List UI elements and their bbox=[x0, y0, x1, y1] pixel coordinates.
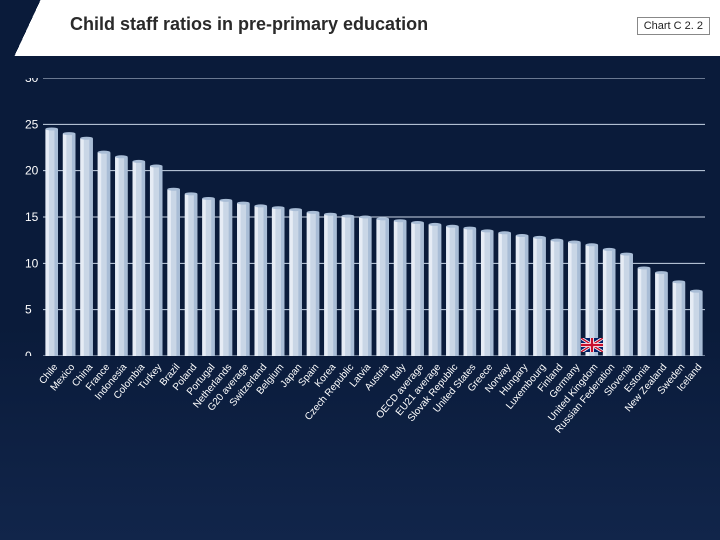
bar bbox=[481, 229, 494, 356]
bar bbox=[638, 266, 651, 356]
bar bbox=[394, 219, 407, 356]
bar bbox=[98, 151, 111, 356]
bar bbox=[516, 234, 529, 356]
bar bbox=[45, 127, 58, 356]
chart-number: Chart C 2. 2 bbox=[637, 17, 710, 35]
bar bbox=[498, 231, 511, 356]
uk-flag-icon bbox=[581, 338, 603, 352]
bar bbox=[411, 221, 424, 356]
uk-flag-marker bbox=[581, 338, 603, 352]
bar bbox=[620, 253, 633, 356]
header-diagonal bbox=[0, 0, 55, 56]
bar bbox=[446, 225, 459, 356]
bar bbox=[237, 202, 250, 356]
chart-number-box: Chart C 2. 2 bbox=[637, 20, 710, 32]
y-tick-label: 10 bbox=[25, 256, 39, 270]
bar bbox=[673, 280, 686, 356]
bar bbox=[63, 132, 76, 356]
y-tick-label: 30 bbox=[25, 78, 39, 85]
bar bbox=[254, 204, 267, 356]
bar bbox=[568, 241, 581, 356]
bar bbox=[376, 217, 389, 356]
bar bbox=[655, 271, 668, 356]
bar bbox=[202, 197, 215, 356]
y-tick-label: 25 bbox=[25, 117, 39, 131]
x-axis-labels: ChileMexicoChinaFranceIndonesiaColombiaT… bbox=[25, 358, 705, 518]
y-tick-label: 0 bbox=[25, 349, 32, 356]
bar bbox=[603, 248, 616, 356]
bar bbox=[359, 216, 372, 357]
bar bbox=[289, 208, 302, 356]
bar bbox=[342, 215, 355, 356]
bar bbox=[464, 227, 477, 356]
bar-chart: 0 5 10 15 20 25 30 bbox=[25, 78, 705, 356]
bar bbox=[551, 239, 564, 356]
header: Child staff ratios in pre-primary educat… bbox=[0, 0, 720, 56]
bars bbox=[45, 127, 702, 356]
bar bbox=[307, 211, 320, 356]
bar bbox=[150, 165, 163, 356]
bar bbox=[324, 213, 337, 356]
bar bbox=[220, 199, 233, 356]
bar bbox=[115, 155, 128, 356]
bar bbox=[185, 192, 198, 356]
y-tick-label: 15 bbox=[25, 210, 39, 224]
page: { "header": { "title": "Child staff rati… bbox=[0, 0, 720, 540]
bar bbox=[167, 188, 180, 356]
bar bbox=[272, 206, 285, 356]
bar bbox=[80, 137, 93, 356]
bar bbox=[429, 223, 442, 356]
y-tick-label: 20 bbox=[25, 164, 39, 178]
bar bbox=[133, 160, 146, 356]
bar bbox=[690, 290, 703, 356]
page-title: Child staff ratios in pre-primary educat… bbox=[70, 14, 428, 35]
y-tick-label: 5 bbox=[25, 303, 32, 317]
bar bbox=[533, 236, 546, 356]
